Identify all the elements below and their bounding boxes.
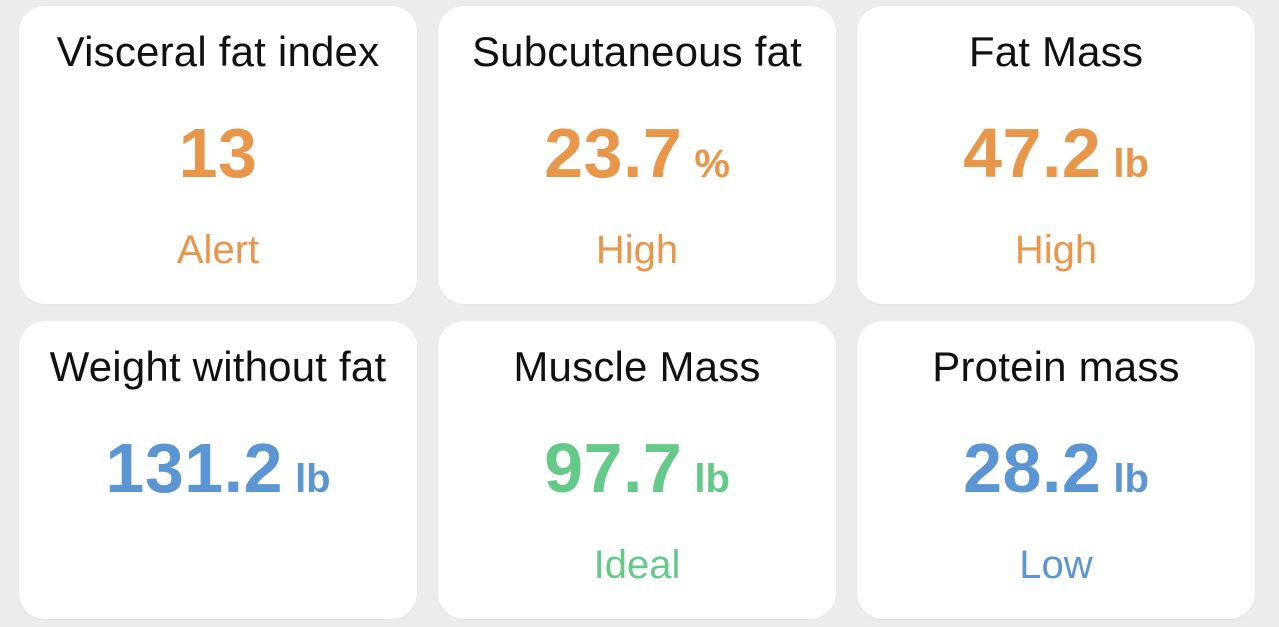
card-title: Muscle Mass (513, 343, 761, 390)
card-fat-mass[interactable]: Fat Mass 47.2 lb High (857, 6, 1255, 304)
value-unit: lb (295, 457, 331, 501)
value-number: 47.2 (963, 114, 1102, 192)
value-unit: lb (1113, 142, 1149, 186)
card-protein-mass[interactable]: Protein mass 28.2 lb Low (857, 321, 1255, 619)
card-value: 131.2 lb (19, 433, 417, 503)
card-title: Subcutaneous fat (471, 28, 803, 75)
value-unit: % (694, 142, 730, 186)
status-label: Alert (176, 228, 260, 272)
card-title: Visceral fat index (56, 28, 380, 75)
value-number: 23.7 (544, 114, 683, 192)
card-title: Protein mass (932, 343, 1180, 390)
card-value: 28.2 lb (857, 433, 1255, 503)
value-number: 13 (178, 114, 258, 192)
status-label: High (1014, 228, 1098, 272)
card-subcutaneous-fat[interactable]: Subcutaneous fat 23.7% High (438, 6, 836, 304)
value-number: 131.2 (105, 429, 284, 507)
value-unit: lb (694, 457, 730, 501)
value-number: 97.7 (544, 429, 683, 507)
card-title: Fat Mass (968, 28, 1144, 75)
status-label: Low (1019, 543, 1093, 587)
card-muscle-mass[interactable]: Muscle Mass 97.7 lb Ideal (438, 321, 836, 619)
card-value: 13 (19, 118, 417, 188)
value-unit: lb (1113, 457, 1149, 501)
card-value: 23.7% (438, 118, 836, 188)
card-title: Weight without fat (49, 343, 387, 390)
status-label: Ideal (593, 543, 681, 587)
card-visceral-fat-index[interactable]: Visceral fat index 13 Alert (19, 6, 417, 304)
card-value: 47.2 lb (857, 118, 1255, 188)
value-number: 28.2 (963, 429, 1102, 507)
card-weight-without-fat[interactable]: Weight without fat 131.2 lb (19, 321, 417, 619)
card-value: 97.7 lb (438, 433, 836, 503)
status-label: High (595, 228, 679, 272)
